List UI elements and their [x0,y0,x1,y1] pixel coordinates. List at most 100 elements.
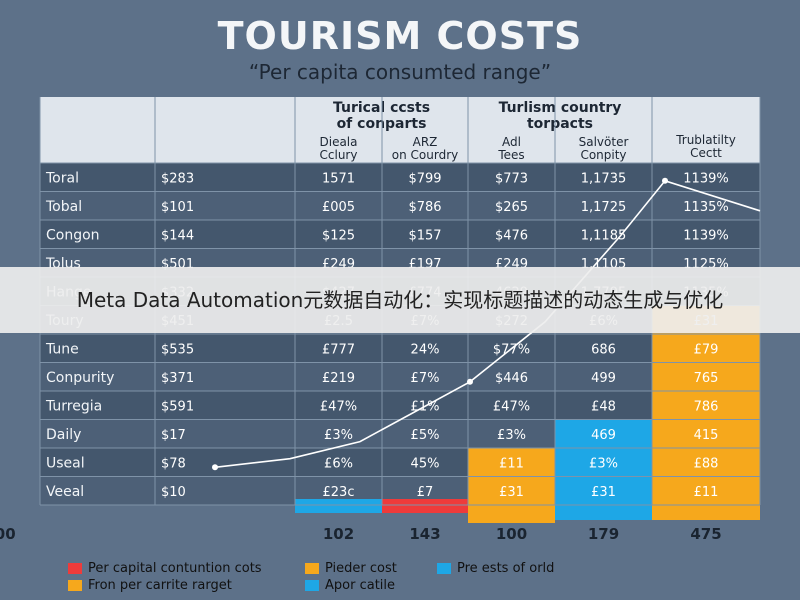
column-header: Adl [502,135,521,149]
cell-value: £47% [493,399,530,414]
group-header-line1: Turlism country [499,100,622,116]
chart-title: TOURISM COSTS [217,14,583,58]
legend-label: Per capital contuntion cots [88,561,262,576]
cell-value: £47% [320,399,357,414]
cell-value: £5% [411,428,440,443]
cell-value: £48 [591,399,616,414]
table-row [40,391,760,420]
chart-subtitle: “Per capita consumted range” [248,60,552,84]
x-tick-label: 102 [323,525,354,543]
column-header: Trublatilty [675,133,736,147]
cell-value: $101 [161,200,194,215]
cell-value: $144 [161,228,194,243]
bar [468,448,555,523]
legend-label: Pre ests of orld [457,561,555,576]
cell-value: 24% [411,342,440,357]
cell-value: £3% [497,428,526,443]
x-tick-label: 700 [0,525,16,543]
column-header: Tees [497,148,524,162]
cell-value: $786 [408,200,441,215]
cell-value: £79 [694,342,719,357]
cell-value: $17 [161,428,186,443]
cell-value: 469 [591,428,616,443]
bar [295,499,382,513]
table-row [40,163,760,192]
cell-value: £88 [694,456,719,471]
cell-value: 415 [694,428,719,443]
cell-value: £23c [323,485,355,500]
cell-value: $799 [408,171,441,186]
cell-value: £219 [322,371,355,386]
cell-value: 1571 [322,171,355,186]
x-tick-label: 100 [496,525,527,543]
x-tick-label: 179 [588,525,619,543]
row-label: Conpurity [46,370,114,386]
cell-value: 786 [694,399,719,414]
cell-value: 765 [694,371,719,386]
legend-swatch [437,563,451,574]
cell-value: $591 [161,399,194,414]
trend-point [467,378,473,385]
group-header-line2: torpacts [527,116,593,132]
cell-value: $10 [161,485,186,500]
cell-value: 686 [591,342,616,357]
legend-label: Apor catile [325,578,396,593]
row-label: Daily [46,427,81,443]
x-tick-label: 143 [409,525,440,543]
cell-value: $157 [408,228,441,243]
trend-line [214,179,761,469]
legend-swatch [68,580,82,591]
row-label: Turregia [45,398,102,414]
cell-value: 1135% [683,200,728,215]
cell-value: 45% [411,456,440,471]
bar [652,305,760,520]
cell-value: $446 [495,371,528,386]
table-row [40,191,760,220]
cell-value: £6% [324,456,353,471]
cell-value: $535 [161,342,194,357]
bar [555,419,652,520]
legend-swatch [68,563,82,574]
table-row [40,220,760,249]
cell-value: $265 [495,200,528,215]
column-header: on Courdry [392,148,458,162]
legend-label: Pieder cost [325,561,397,576]
row-label: Tobal [45,199,82,215]
cell-value: $77% [493,342,530,357]
cell-value: $773 [495,171,528,186]
overlay-banner: Meta Data Automation元数据自动化：实现标题描述的动态生成与优… [0,267,800,333]
row-label: Toral [45,170,79,186]
cell-value: 1,1725 [581,200,627,215]
cell-value: $476 [495,228,528,243]
cell-value: 1139% [683,171,728,186]
cell-value: £3% [324,428,353,443]
row-label: Veeal [46,484,84,500]
row-label: Useal [46,455,85,471]
cell-value: £7% [411,371,440,386]
row-label: Tune [45,341,79,357]
column-header: Cclury [320,148,358,162]
cell-value: £31 [499,485,524,500]
cell-value: 1,1735 [581,171,627,186]
cell-value: 1139% [683,228,728,243]
column-header: Cectt [690,146,722,160]
x-tick-label: 475 [690,525,721,543]
bar [382,499,468,513]
legend-swatch [305,563,319,574]
column-header: Salvöter [579,135,629,149]
row-label: Congon [46,227,100,243]
trend-point [212,464,218,471]
table-row [40,362,760,391]
column-header: Conpity [580,148,626,162]
legend-swatch [305,580,319,591]
cell-value: £7 [417,485,434,500]
cell-value: $283 [161,171,194,186]
column-header: Dieala [320,135,358,149]
cell-value: 499 [591,371,616,386]
cell-value: $371 [161,371,194,386]
overlay-banner-text: Meta Data Automation元数据自动化：实现标题描述的动态生成与优… [76,288,724,312]
cell-value: 1,1185 [581,228,627,243]
column-header: ARZ [413,135,438,149]
trend-point [662,177,668,184]
cell-value: £777 [322,342,355,357]
